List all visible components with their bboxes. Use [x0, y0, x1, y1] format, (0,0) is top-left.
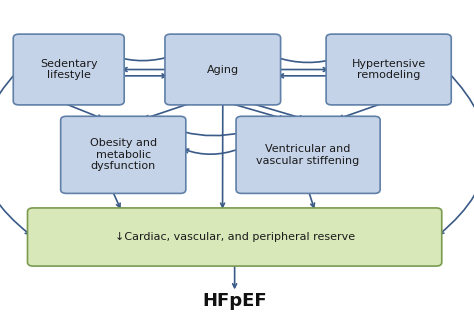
Text: ↓Cardiac, vascular, and peripheral reserve: ↓Cardiac, vascular, and peripheral reser…: [115, 232, 355, 242]
FancyBboxPatch shape: [27, 208, 442, 266]
Text: Aging: Aging: [207, 64, 239, 75]
FancyBboxPatch shape: [165, 34, 281, 105]
FancyBboxPatch shape: [236, 116, 380, 193]
Text: Sedentary
lifestyle: Sedentary lifestyle: [40, 59, 98, 80]
FancyBboxPatch shape: [61, 116, 186, 193]
FancyBboxPatch shape: [13, 34, 124, 105]
Text: Obesity and
metabolic
dysfunction: Obesity and metabolic dysfunction: [90, 138, 157, 172]
Text: HFpEF: HFpEF: [202, 292, 267, 310]
Text: Hypertensive
remodeling: Hypertensive remodeling: [352, 59, 426, 80]
Text: Ventricular and
vascular stiffening: Ventricular and vascular stiffening: [256, 144, 360, 166]
FancyBboxPatch shape: [326, 34, 451, 105]
